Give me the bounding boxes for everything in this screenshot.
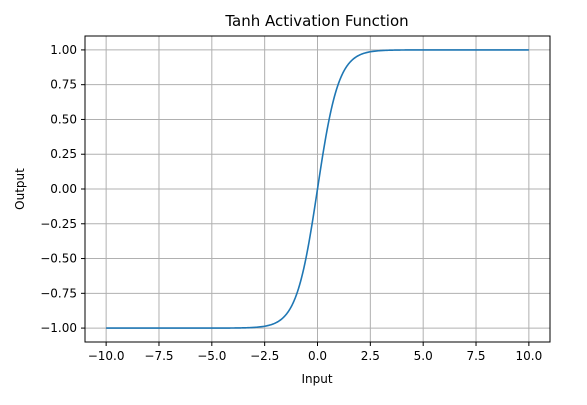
x-tick-label: 10.0	[516, 349, 543, 363]
x-tick-label: −2.5	[250, 349, 279, 363]
x-axis-label: Input	[301, 372, 332, 386]
x-tick-label: −7.5	[144, 349, 173, 363]
y-tick-label: 0.50	[50, 112, 77, 126]
y-tick-label: −0.75	[40, 286, 77, 300]
plot-area	[106, 49, 529, 329]
x-tick-label: 5.0	[414, 349, 433, 363]
y-tick-label: −0.50	[40, 252, 77, 266]
x-tick-label: 7.5	[466, 349, 485, 363]
x-tick-label: 2.5	[361, 349, 380, 363]
tanh-series-line	[106, 49, 529, 329]
y-tick-label: 0.75	[50, 78, 77, 92]
chart-title: Tanh Activation Function	[224, 12, 408, 30]
y-tick-label: 0.00	[50, 182, 77, 196]
y-tick-label: −1.00	[40, 321, 77, 335]
ticks: −10.0 −7.5 −5.0 −2.5 0.0 2.5 5.0 7.5 10.0 −1.00 −0…	[40, 43, 542, 363]
y-tick-label: −0.25	[40, 217, 77, 231]
x-tick-label: −5.0	[197, 349, 226, 363]
x-tick-label: −10.0	[88, 349, 125, 363]
y-tick-label: 1.00	[50, 43, 77, 57]
x-tick-label: 0.0	[308, 349, 327, 363]
y-axis-label: Output	[13, 168, 27, 210]
plot-frame	[84, 35, 551, 343]
y-tick-label: 0.25	[50, 147, 77, 161]
